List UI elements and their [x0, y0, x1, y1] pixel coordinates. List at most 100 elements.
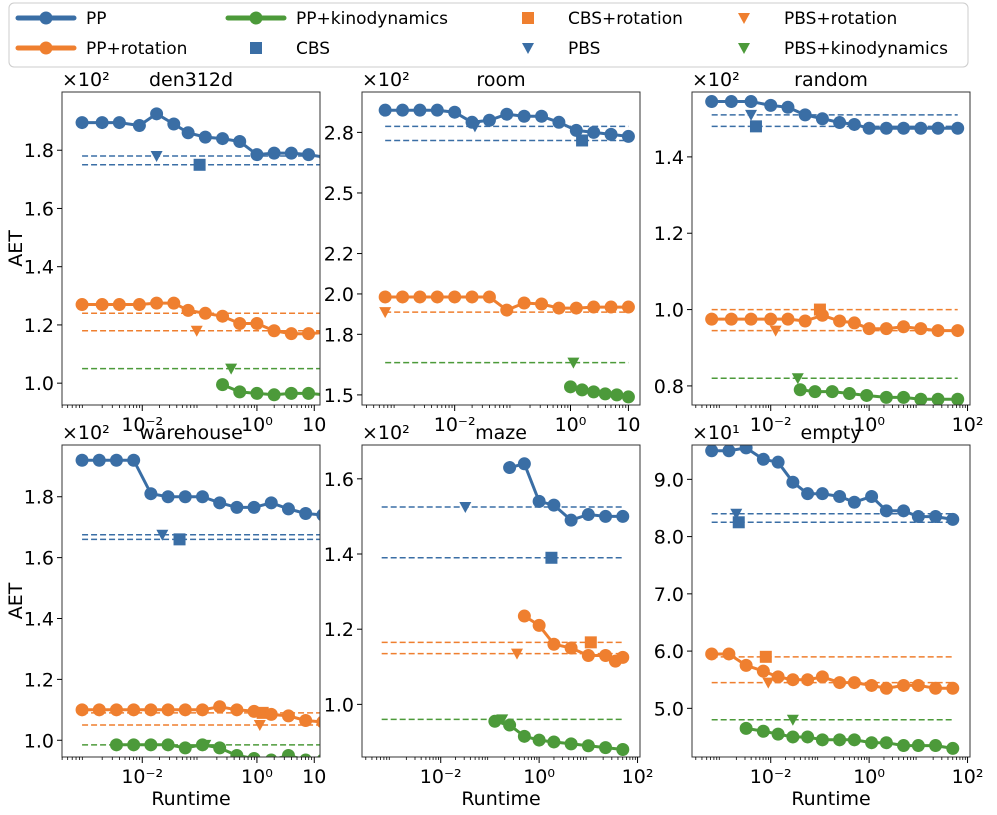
y-tick-label: 1.2	[654, 223, 684, 245]
point-PP	[75, 453, 89, 467]
point-PP+rotation	[756, 664, 770, 678]
marker-CBS	[749, 120, 762, 133]
point-PP	[233, 134, 247, 148]
point-PP+rotation	[250, 316, 264, 330]
point-PP	[847, 117, 861, 131]
point-PP	[564, 513, 578, 527]
y-tick-label: 1.8	[324, 324, 354, 346]
point-PP+kinodynamics	[354, 391, 367, 404]
legend-label: PBS	[568, 39, 600, 59]
point-PP	[587, 125, 601, 139]
legend-entry: PP+kinodynamics	[225, 9, 448, 29]
x-tick-label: 10	[302, 414, 326, 436]
marker-PBS	[730, 508, 743, 520]
point-PP+rotation	[144, 703, 158, 717]
point-PP+rotation	[929, 681, 943, 695]
marker-CBS	[173, 533, 186, 546]
marker-PBS+kinodynamics	[786, 714, 799, 726]
legend-label: PBS+rotation	[784, 9, 897, 29]
marker-CBS	[193, 158, 206, 171]
point-PP+kinodynamics	[317, 754, 320, 757]
legend-label: PP	[86, 9, 107, 29]
point-PP+rotation	[334, 715, 347, 728]
y-tick-label: 7.0	[654, 584, 684, 606]
point-PP+kinodynamics	[598, 387, 612, 401]
point-PP+rotation	[233, 316, 247, 330]
point-PP+kinodynamics	[517, 729, 531, 743]
marker-PBS	[150, 151, 163, 163]
point-PP+rotation	[75, 298, 89, 312]
point-PP	[284, 146, 298, 160]
legend-triangle-marker	[738, 43, 750, 54]
point-PP	[267, 146, 281, 160]
y-tick-label: 1.6	[24, 548, 54, 570]
point-PP+rotation	[247, 704, 261, 718]
series-line-PP	[711, 446, 954, 521]
point-PP+rotation	[195, 703, 209, 717]
point-PP+kinodynamics	[911, 739, 925, 753]
point-PP+kinodynamics	[914, 392, 928, 405]
y-tick-label: 1.2	[24, 669, 54, 691]
point-PP+kinodynamics	[144, 738, 158, 752]
point-PP+rotation	[564, 641, 578, 655]
legend-label: PP+rotation	[86, 39, 187, 59]
point-PP	[833, 116, 847, 130]
point-PP+kinodynamics	[815, 733, 829, 747]
panel-den312d: 1.0 1.2 1.4 1.6 1.8 10⁻² 10⁰ 10 den312d ×10² AET	[5, 69, 367, 436]
point-PP	[150, 107, 164, 121]
panel-title: den312d	[149, 69, 233, 91]
point-PP+rotation	[879, 681, 893, 695]
point-PP+kinodynamics	[564, 737, 578, 751]
point-PP+rotation	[705, 312, 719, 326]
y-tick-label: 1.8	[24, 487, 54, 509]
x-tick-label: 10⁻²	[434, 414, 476, 436]
point-PP+kinodynamics	[825, 385, 839, 399]
point-PP+rotation	[267, 324, 281, 338]
legend-entry: PBS	[522, 39, 600, 59]
point-PP+kinodynamics	[599, 741, 613, 755]
point-PP	[448, 105, 462, 119]
marker-PBS+kinodynamics	[567, 357, 580, 369]
point-PP+rotation	[914, 322, 928, 336]
point-PP+kinodynamics	[302, 386, 316, 400]
point-PP+kinodynamics	[879, 736, 893, 750]
point-PP+rotation	[621, 300, 635, 314]
point-PP	[95, 116, 109, 130]
legend-label: CBS+rotation	[568, 9, 683, 29]
x-tick-label: 10⁰	[523, 766, 555, 788]
marker-PBS	[156, 529, 169, 541]
point-PP+kinodynamics	[267, 388, 281, 402]
marker-CBS+rotation	[759, 650, 772, 663]
marker-PBS+rotation	[762, 677, 775, 689]
point-PP	[946, 512, 960, 526]
x-tick-label: 10	[302, 766, 326, 788]
point-PP+kinodynamics	[299, 753, 312, 757]
marker-PBS+rotation	[510, 648, 523, 660]
point-PP	[378, 103, 392, 117]
axes-frame	[691, 444, 971, 758]
point-PP	[109, 453, 123, 467]
point-PP	[281, 502, 295, 516]
point-PP	[897, 504, 911, 518]
point-PP	[230, 500, 244, 514]
chart-panels: 1.01.21.41.61.810⁻² 10⁰ 10den312d×10²AET1.…	[5, 69, 983, 810]
x-tick-label: 10²	[622, 766, 654, 788]
point-PP	[756, 452, 770, 466]
point-PP+rotation	[95, 298, 109, 312]
series-line-PP+kinodynamics	[221, 383, 320, 397]
axes-frame	[361, 91, 641, 406]
point-PP	[167, 117, 181, 131]
point-PP	[342, 145, 355, 158]
point-PP+kinodynamics	[946, 741, 960, 755]
x-axis-label: Runtime	[791, 788, 870, 810]
y-tick-label: 1.6	[324, 469, 354, 491]
point-PP	[331, 145, 344, 158]
point-PP+kinodynamics	[842, 387, 856, 401]
point-PP+kinodynamics	[127, 738, 141, 752]
point-PP	[334, 509, 347, 522]
point-PP	[247, 500, 261, 514]
scale-label: ×10²	[692, 69, 740, 91]
point-PP	[581, 508, 595, 522]
point-PP	[181, 126, 195, 140]
